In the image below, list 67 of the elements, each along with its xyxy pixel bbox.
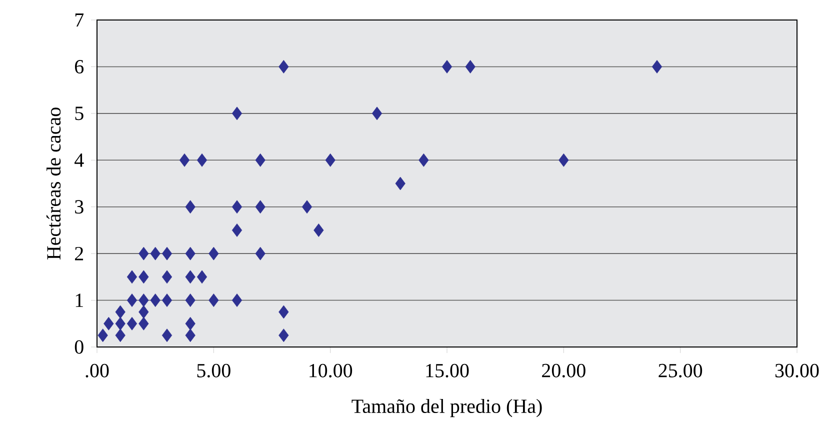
point bbox=[138, 246, 149, 260]
point bbox=[162, 270, 172, 284]
point bbox=[138, 316, 149, 330]
point bbox=[208, 246, 219, 260]
point bbox=[278, 305, 289, 319]
point bbox=[442, 60, 452, 74]
x-tick-label: 15.00 bbox=[426, 364, 469, 378]
x-tick-label: .00 bbox=[86, 364, 109, 378]
y-tick-label: 1 bbox=[76, 294, 83, 307]
point bbox=[185, 294, 196, 307]
point bbox=[126, 316, 138, 330]
point bbox=[104, 316, 114, 330]
point bbox=[558, 153, 569, 167]
point bbox=[98, 328, 108, 342]
y-tick-label: 2 bbox=[75, 246, 84, 260]
point bbox=[255, 200, 266, 214]
point bbox=[185, 246, 196, 260]
point bbox=[138, 305, 149, 319]
x-tick-label: 30.00 bbox=[775, 364, 819, 378]
point bbox=[278, 328, 289, 342]
point bbox=[196, 270, 208, 284]
point bbox=[232, 294, 242, 307]
x-tick-label: 10.00 bbox=[310, 364, 352, 378]
point bbox=[138, 270, 149, 284]
point bbox=[185, 328, 196, 342]
point bbox=[278, 60, 289, 74]
point bbox=[395, 176, 406, 190]
point bbox=[255, 246, 266, 260]
point bbox=[302, 200, 312, 214]
point bbox=[185, 270, 196, 284]
point bbox=[208, 294, 219, 307]
x-tick-label: 20.00 bbox=[542, 364, 586, 378]
x-tick-label: 25.00 bbox=[658, 364, 702, 378]
point bbox=[185, 316, 196, 330]
point bbox=[115, 305, 126, 319]
y-tick-label: 4 bbox=[74, 154, 84, 167]
point bbox=[162, 294, 172, 307]
point bbox=[232, 224, 242, 237]
point bbox=[196, 153, 208, 167]
point bbox=[138, 294, 149, 307]
point bbox=[372, 106, 382, 120]
point bbox=[115, 328, 126, 342]
y-tick-label: 3 bbox=[75, 200, 84, 214]
x-tick-label: 5.00 bbox=[197, 364, 230, 378]
x-axis-title: Tamaño del predio (Ha) bbox=[352, 398, 542, 418]
y-tick-label: 7 bbox=[75, 13, 84, 27]
point bbox=[162, 328, 172, 342]
point bbox=[126, 294, 138, 307]
y-tick-label: 0 bbox=[74, 340, 84, 354]
point bbox=[150, 294, 160, 307]
point bbox=[255, 153, 266, 167]
point bbox=[126, 270, 138, 284]
point bbox=[325, 153, 336, 167]
point bbox=[150, 246, 160, 260]
point bbox=[465, 60, 476, 74]
point bbox=[185, 200, 196, 214]
point bbox=[115, 316, 126, 330]
point bbox=[162, 246, 172, 260]
point bbox=[652, 60, 662, 74]
y-tick-label: 6 bbox=[74, 60, 84, 74]
point bbox=[232, 200, 242, 214]
point bbox=[179, 153, 190, 167]
point bbox=[418, 153, 429, 167]
y-tick-label: 5 bbox=[75, 106, 84, 120]
point bbox=[314, 224, 324, 237]
y-axis-title: Hectáreas de cacao bbox=[46, 108, 61, 260]
point bbox=[232, 106, 242, 120]
